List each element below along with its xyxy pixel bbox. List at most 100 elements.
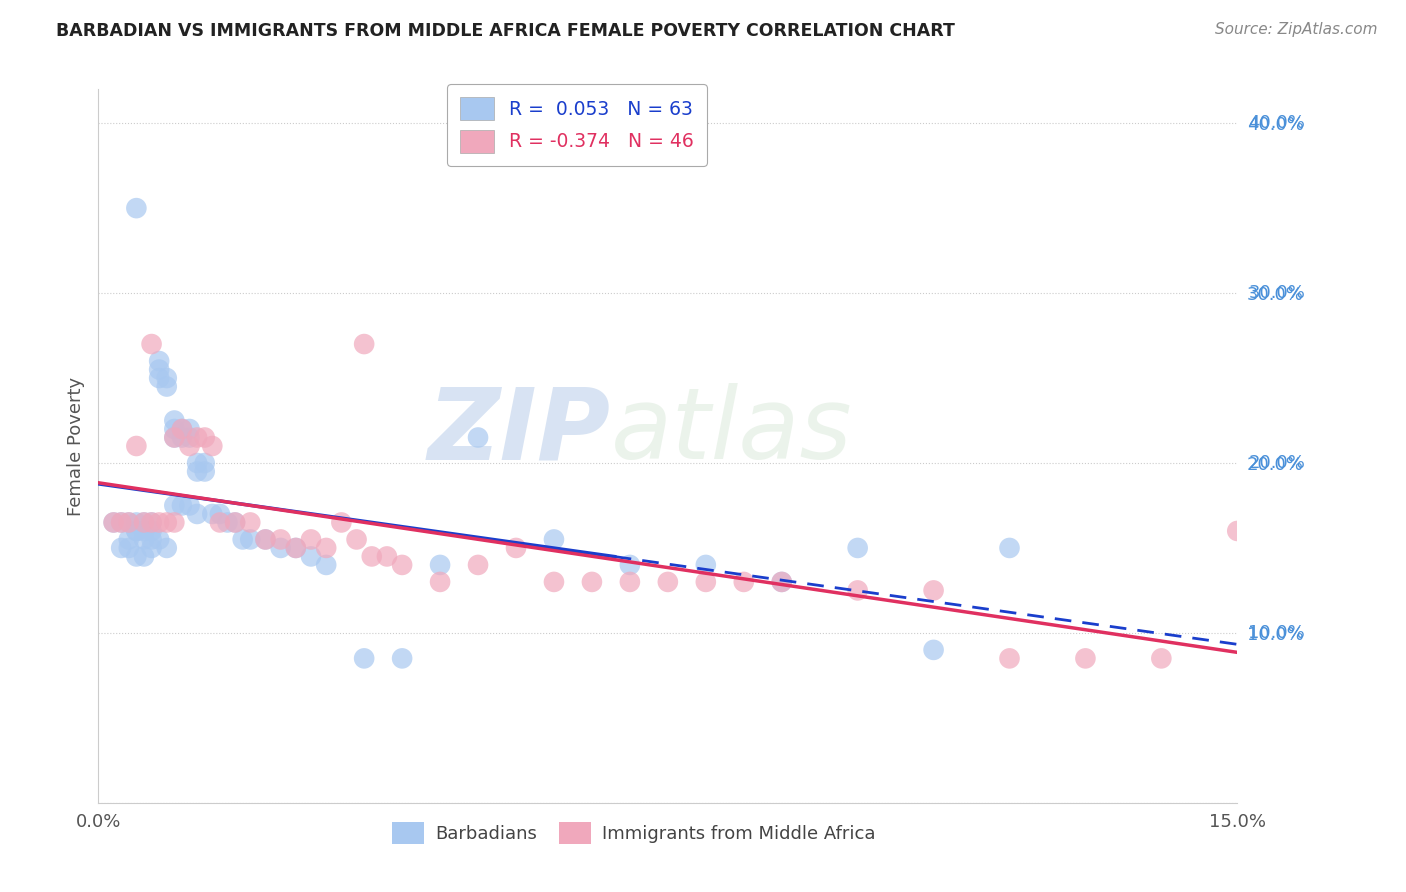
Point (118, 516, 141, 530)
Point (118, 541, 141, 555)
Point (110, 516, 132, 530)
Point (141, 524, 163, 538)
Point (581, 574, 603, 589)
Point (770, 574, 793, 589)
Point (132, 524, 155, 538)
Point (163, 499, 186, 513)
Point (467, 558, 489, 572)
Point (201, 507, 224, 521)
Point (156, 379, 179, 393)
Point (224, 516, 246, 530)
Point (186, 465, 208, 479)
Point (194, 456, 217, 470)
Text: 10.0%: 10.0% (1249, 624, 1305, 642)
Point (132, 549, 155, 564)
Point (239, 516, 262, 530)
Point (505, 541, 527, 555)
Point (156, 516, 179, 530)
Point (270, 533, 292, 547)
Point (299, 549, 322, 564)
Point (1226, 524, 1249, 538)
Point (922, 643, 945, 657)
Point (543, 533, 565, 547)
Text: atlas: atlas (612, 384, 852, 480)
Point (543, 574, 565, 589)
Point (998, 541, 1021, 555)
Point (194, 430, 217, 444)
Point (110, 541, 132, 555)
Text: Source: ZipAtlas.com: Source: ZipAtlas.com (1215, 22, 1378, 37)
Point (186, 507, 208, 521)
Point (353, 337, 375, 351)
Point (346, 533, 368, 547)
Point (254, 533, 277, 547)
Point (156, 371, 179, 385)
Point (179, 430, 201, 444)
Point (619, 574, 641, 589)
Point (360, 549, 382, 564)
Point (270, 541, 292, 555)
Point (148, 533, 170, 547)
Point (103, 516, 125, 530)
Text: ZIP: ZIP (427, 384, 612, 480)
Point (391, 651, 413, 665)
Point (125, 516, 148, 530)
Point (299, 533, 322, 547)
Point (619, 558, 641, 572)
Point (217, 516, 239, 530)
Point (118, 516, 141, 530)
Point (846, 583, 869, 598)
Point (141, 541, 163, 555)
Point (224, 516, 246, 530)
Point (132, 516, 155, 530)
Point (148, 371, 170, 385)
Point (125, 524, 148, 538)
Point (132, 516, 155, 530)
Point (163, 413, 186, 427)
Point (148, 362, 170, 376)
Point (239, 533, 262, 547)
Point (125, 201, 148, 215)
Point (148, 354, 170, 368)
Point (922, 583, 945, 598)
Point (141, 516, 163, 530)
Point (141, 337, 163, 351)
Point (103, 516, 125, 530)
Point (141, 516, 163, 530)
Point (118, 533, 141, 547)
Point (467, 430, 489, 444)
Point (186, 456, 208, 470)
Point (125, 439, 148, 453)
Point (194, 465, 217, 479)
Text: 20.0%: 20.0% (1249, 454, 1305, 472)
Point (330, 516, 353, 530)
Point (170, 422, 193, 436)
Point (110, 516, 132, 530)
Point (179, 422, 201, 436)
Point (125, 524, 148, 538)
Point (998, 651, 1021, 665)
Point (429, 574, 451, 589)
Point (315, 558, 337, 572)
Y-axis label: Female Poverty: Female Poverty (66, 376, 84, 516)
Point (391, 558, 413, 572)
Legend: Barbadians, Immigrants from Middle Africa: Barbadians, Immigrants from Middle Afric… (385, 814, 883, 851)
Point (254, 533, 277, 547)
Point (179, 439, 201, 453)
Point (208, 507, 231, 521)
Point (148, 516, 170, 530)
Point (170, 499, 193, 513)
Point (179, 499, 201, 513)
Point (1150, 651, 1173, 665)
Point (163, 422, 186, 436)
Text: 30.0%: 30.0% (1249, 284, 1305, 302)
Point (695, 558, 717, 572)
Point (1074, 651, 1097, 665)
Point (284, 541, 307, 555)
Point (163, 516, 186, 530)
Point (770, 574, 793, 589)
Point (208, 516, 231, 530)
Point (232, 533, 254, 547)
Point (156, 541, 179, 555)
Point (846, 541, 869, 555)
